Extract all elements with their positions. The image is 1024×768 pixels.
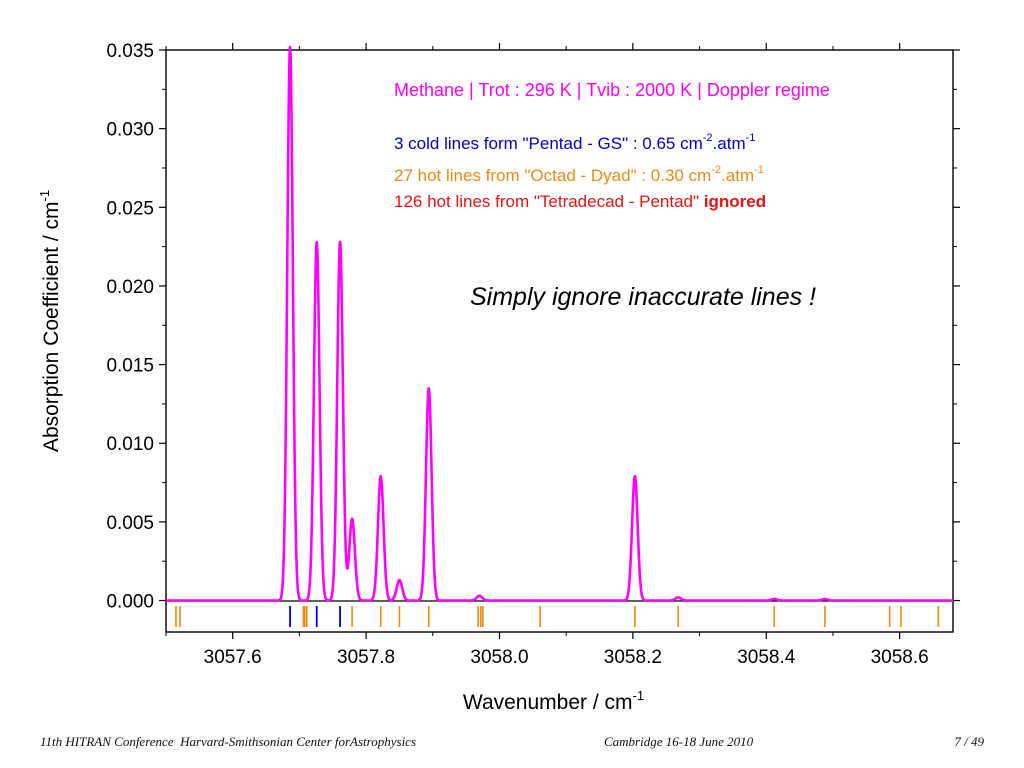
- y-axis-title: Absorption Coefficient / cm-1: [37, 190, 63, 452]
- y-axis-title-superscript: -1: [37, 190, 52, 202]
- annotation-hot-sup1: -2: [711, 164, 721, 176]
- x-axis-title-text: Wavenumber / cm: [463, 691, 633, 714]
- annotation-hot: 27 hot lines from "Octad - Dyad" : 0.30 …: [394, 164, 764, 185]
- annotation-hot-mid: .atm: [721, 166, 754, 185]
- plot-frame: [165, 49, 954, 633]
- x-tick-label: 3058.6: [871, 647, 929, 668]
- x-tick-label: 3058.0: [470, 647, 528, 668]
- y-tick-label: 0.020: [106, 277, 154, 298]
- annotation-cold-sup1: -2: [703, 132, 713, 144]
- annotation-simply-text: Simply ignore inaccurate lines !: [470, 283, 816, 311]
- y-tick-label: 0.035: [106, 41, 154, 62]
- y-axis-title-text: Absorption Coefficient / cm: [40, 201, 63, 452]
- footer-conference: 11th HITRAN Conference Harvard-Smithsoni…: [40, 734, 417, 749]
- y-tick-label: 0.025: [106, 198, 154, 219]
- annotation-methane: Methane | Trot : 296 K | Tvib : 2000 K |…: [394, 80, 830, 100]
- y-tick-label: 0.000: [106, 592, 154, 613]
- footer: 11th HITRAN Conference Harvard-Smithsoni…: [0, 734, 1024, 754]
- annotation-hot-text: 27 hot lines from "Octad - Dyad" : 0.30 …: [394, 166, 711, 185]
- x-axis-title: Wavenumber / cm-1: [463, 688, 644, 714]
- annotations-layer: Methane | Trot : 296 K | Tvib : 2000 K |…: [394, 80, 830, 311]
- annotation-ignored: 126 hot lines from "Tetradecad - Pentad"…: [394, 192, 766, 211]
- footer-location-date: Cambridge 16-18 June 2010: [604, 734, 754, 749]
- spectrum-chart: 0.000 0.005 0.010 0.015 0.020 0.025 0.030 0.035…: [37, 41, 960, 714]
- y-tick-label: 0.005: [106, 513, 154, 534]
- spectrum-line: [165, 45, 954, 602]
- annotation-cold: 3 cold lines form "Pentad - GS" : 0.65 c…: [394, 132, 755, 153]
- axes-layer: 0.000 0.005 0.010 0.015 0.020 0.025 0.030 0.035…: [37, 41, 960, 714]
- x-tick-label: 3057.6: [204, 647, 262, 668]
- x-tick-label: 3057.8: [337, 647, 395, 668]
- annotation-cold-mid: .atm: [713, 134, 746, 153]
- x-tick-label: 3058.4: [737, 647, 796, 668]
- annotation-ignored-bold: ignored: [704, 192, 766, 211]
- y-tick-label: 0.030: [106, 120, 154, 141]
- annotation-cold-text: 3 cold lines form "Pentad - GS" : 0.65 c…: [394, 134, 703, 153]
- annotation-cold-sup2: -1: [746, 132, 756, 144]
- x-tick-label: 3058.2: [604, 647, 662, 668]
- annotation-hot-sup2: -1: [754, 164, 764, 176]
- footer-page-number: 7 / 49: [954, 734, 984, 749]
- annotation-simply: Simply ignore inaccurate lines !: [470, 283, 816, 311]
- y-tick-label: 0.010: [106, 434, 154, 455]
- annotation-ignored-text: 126 hot lines from "Tetradecad - Pentad": [394, 192, 704, 211]
- y-tick-label: 0.015: [106, 356, 154, 377]
- x-axis-title-superscript: -1: [633, 688, 645, 703]
- annotation-methane-text: Methane | Trot : 296 K | Tvib : 2000 K |…: [394, 80, 830, 100]
- line-markers-layer: [175, 606, 940, 627]
